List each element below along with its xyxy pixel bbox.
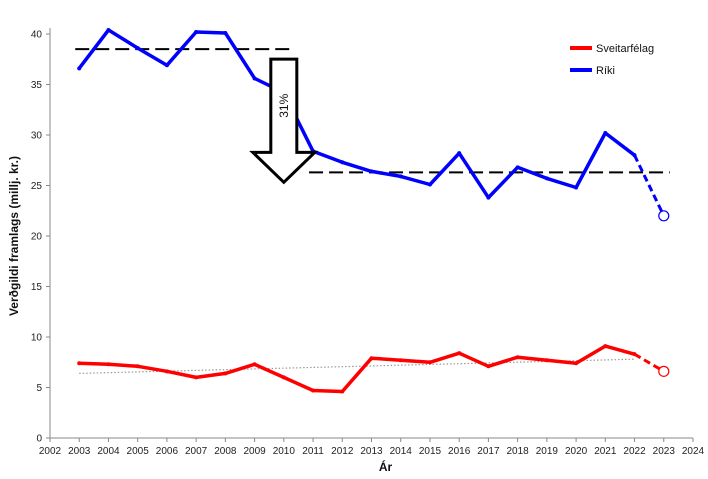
data-point xyxy=(106,27,111,32)
trend-lines xyxy=(79,358,635,374)
data-point xyxy=(544,358,549,363)
x-tick-label: 2015 xyxy=(419,446,442,457)
legend: Sveitarfélag Ríki xyxy=(570,43,654,77)
x-tick-label: 2005 xyxy=(127,446,150,457)
data-point xyxy=(369,356,374,361)
data-point xyxy=(252,362,257,367)
x-tick-label: 2019 xyxy=(536,446,559,457)
x-tick-label: 2017 xyxy=(477,446,500,457)
arrow-percentage-label: 31% xyxy=(277,93,291,117)
projection-line xyxy=(633,154,666,217)
annotation-layer: 31% xyxy=(249,57,319,185)
data-point xyxy=(427,182,432,187)
x-tick-label: 2013 xyxy=(360,446,383,457)
data-point xyxy=(135,364,140,369)
x-tick-label: 2007 xyxy=(185,446,208,457)
data-point xyxy=(603,344,608,349)
projection-point xyxy=(658,365,670,377)
data-point xyxy=(398,358,403,363)
data-point xyxy=(486,195,491,200)
x-tick-label: 2008 xyxy=(214,446,237,457)
x-tick-label: 2004 xyxy=(97,446,120,457)
y-tick-label: 25 xyxy=(31,181,43,192)
projection-point xyxy=(658,210,670,222)
x-axis-ticks: 2002 2003 2004 2005 2006 2007 2008 2009 2010 2011… xyxy=(39,438,705,457)
data-point xyxy=(311,388,316,393)
data-point xyxy=(194,29,199,34)
data-point xyxy=(340,160,345,165)
data-point xyxy=(427,360,432,365)
data-point xyxy=(457,151,462,156)
x-tick-label: 2010 xyxy=(273,446,296,457)
data-point xyxy=(135,46,140,51)
y-axis-ticks: 0 5 10 15 20 25 30 35 40 xyxy=(31,30,50,445)
data-point xyxy=(515,165,520,170)
down-arrow-shape xyxy=(249,57,319,185)
data-point xyxy=(457,351,462,356)
data-point xyxy=(340,389,345,394)
data-point xyxy=(77,66,82,71)
y-tick-label: 35 xyxy=(31,80,43,91)
x-tick-label: 2011 xyxy=(302,446,324,457)
y-tick-label: 10 xyxy=(31,333,43,344)
y-tick-label: 0 xyxy=(36,434,42,445)
data-point xyxy=(223,30,228,35)
x-axis-title: Ár xyxy=(379,459,393,474)
projection-line xyxy=(633,352,665,373)
data-point xyxy=(194,375,199,380)
legend-label-riki: Ríki xyxy=(596,65,615,77)
x-tick-label: 2023 xyxy=(653,446,676,457)
x-tick-label: 2022 xyxy=(623,446,646,457)
x-tick-label: 2021 xyxy=(594,446,617,457)
data-point xyxy=(106,362,111,367)
data-point xyxy=(603,130,608,135)
series-layer xyxy=(77,27,670,394)
data-point xyxy=(369,169,374,174)
data-point xyxy=(164,63,169,68)
data-point xyxy=(252,76,257,81)
y-tick-label: 30 xyxy=(31,131,43,142)
x-tick-label: 2016 xyxy=(448,446,471,457)
data-point xyxy=(281,375,286,380)
data-point xyxy=(544,176,549,181)
data-point xyxy=(486,364,491,369)
data-point xyxy=(77,361,82,366)
x-tick-label: 2020 xyxy=(565,446,588,457)
data-point xyxy=(515,355,520,360)
data-point xyxy=(398,174,403,179)
y-tick-label: 5 xyxy=(36,383,42,394)
series-line xyxy=(77,344,637,394)
data-point xyxy=(164,369,169,374)
x-tick-label: 2002 xyxy=(39,446,62,457)
y-axis-title: Verðgildi framlags (millj. kr.) xyxy=(7,156,21,316)
x-tick-label: 2006 xyxy=(156,446,179,457)
y-tick-label: 20 xyxy=(31,232,43,243)
series-line xyxy=(77,28,637,200)
data-point xyxy=(574,361,579,366)
x-tick-label: 2024 xyxy=(682,446,705,457)
x-tick-label: 2014 xyxy=(390,446,413,457)
legend-label-sveitarfelag: Sveitarfélag xyxy=(596,43,654,55)
y-tick-label: 15 xyxy=(31,282,43,293)
x-tick-label: 2018 xyxy=(507,446,530,457)
y-tick-label: 40 xyxy=(31,30,43,41)
x-tick-label: 2003 xyxy=(68,446,91,457)
x-tick-label: 2012 xyxy=(331,446,354,457)
data-point xyxy=(574,185,579,190)
x-tick-label: 2009 xyxy=(243,446,266,457)
data-point xyxy=(223,371,228,376)
trend-line xyxy=(79,358,635,374)
reference-lines xyxy=(75,48,670,174)
